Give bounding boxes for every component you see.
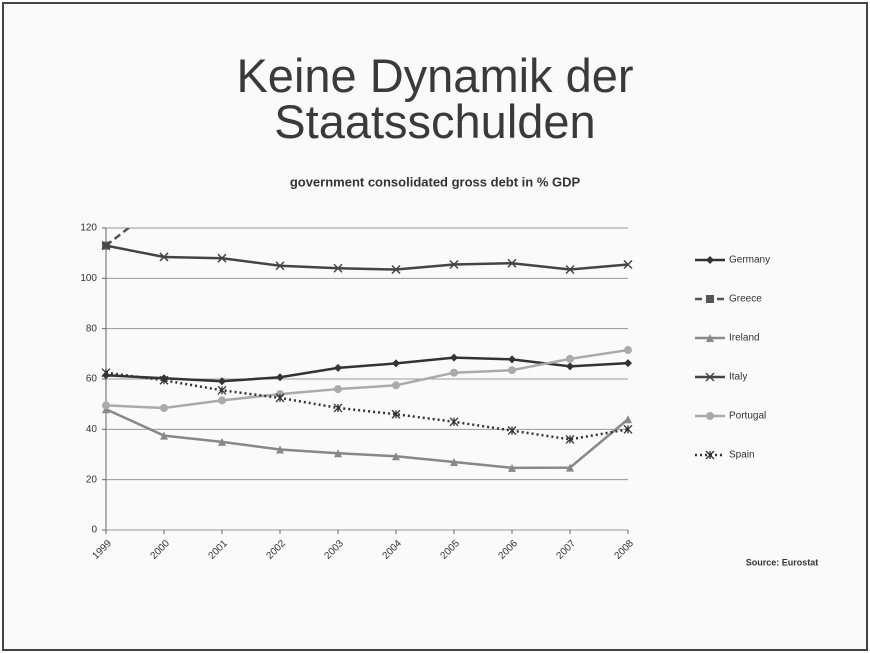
y-tick-label: 40	[86, 424, 98, 435]
marker	[333, 403, 343, 413]
marker	[334, 385, 342, 394]
series-line	[105, 228, 131, 247]
y-tick-label: 60	[86, 374, 98, 385]
legend-label: Germany	[729, 255, 770, 266]
marker	[706, 412, 714, 420]
marker	[705, 372, 715, 382]
marker	[333, 263, 343, 273]
marker	[450, 458, 458, 467]
marker	[566, 354, 574, 363]
marker	[218, 396, 226, 405]
marker	[392, 381, 400, 390]
marker	[508, 366, 516, 375]
marker	[392, 452, 400, 461]
marker	[217, 385, 227, 395]
marker	[507, 426, 517, 436]
y-tick-label: 120	[80, 223, 97, 234]
marker	[624, 346, 632, 355]
marker	[276, 445, 284, 454]
marker	[624, 359, 632, 368]
marker	[276, 373, 284, 382]
marker	[507, 258, 517, 268]
marker	[275, 393, 285, 403]
marker	[623, 424, 633, 434]
marker	[159, 252, 169, 262]
legend-label: Greece	[729, 294, 762, 305]
marker	[566, 463, 574, 472]
marker	[218, 377, 226, 386]
marker	[159, 375, 169, 385]
marker	[391, 264, 401, 275]
marker	[160, 403, 168, 412]
y-tick-label: 20	[86, 474, 98, 485]
series-line	[105, 408, 629, 470]
marker	[508, 355, 516, 364]
legend-label: Italy	[729, 372, 747, 383]
plot-area	[101, 228, 633, 472]
marker	[218, 437, 226, 446]
y-tick-label: 100	[80, 273, 97, 284]
marker	[101, 241, 111, 251]
marker	[623, 259, 633, 270]
marker	[334, 449, 342, 458]
marker	[334, 363, 342, 372]
y-tick-label: 80	[86, 323, 98, 334]
marker	[450, 353, 458, 362]
legend-label: Ireland	[729, 333, 760, 344]
marker	[392, 359, 400, 368]
legend-label: Spain	[729, 450, 755, 461]
marker	[706, 295, 714, 303]
marker	[101, 368, 111, 378]
marker	[449, 417, 459, 427]
source-note: Source: Eurostat	[746, 557, 819, 567]
slide-title: Keine Dynamik der Staatsschulden	[236, 49, 633, 148]
marker	[706, 256, 714, 264]
marker	[449, 259, 459, 270]
marker	[391, 409, 401, 419]
marker	[705, 450, 715, 460]
marker	[565, 434, 575, 444]
series-line	[105, 244, 629, 271]
marker	[508, 463, 516, 472]
marker	[624, 415, 632, 424]
marker	[565, 264, 575, 275]
series-line	[105, 356, 629, 383]
chart-subtitle: government consolidated gross debt in % …	[290, 174, 581, 189]
marker	[102, 401, 110, 410]
marker	[160, 431, 168, 440]
marker	[566, 362, 574, 371]
y-tick-label: 0	[91, 525, 97, 536]
marker	[706, 334, 714, 342]
legend-label: Portugal	[729, 411, 766, 422]
marker	[450, 368, 458, 377]
marker	[275, 261, 285, 271]
series-line	[105, 348, 629, 410]
marker	[217, 253, 227, 263]
